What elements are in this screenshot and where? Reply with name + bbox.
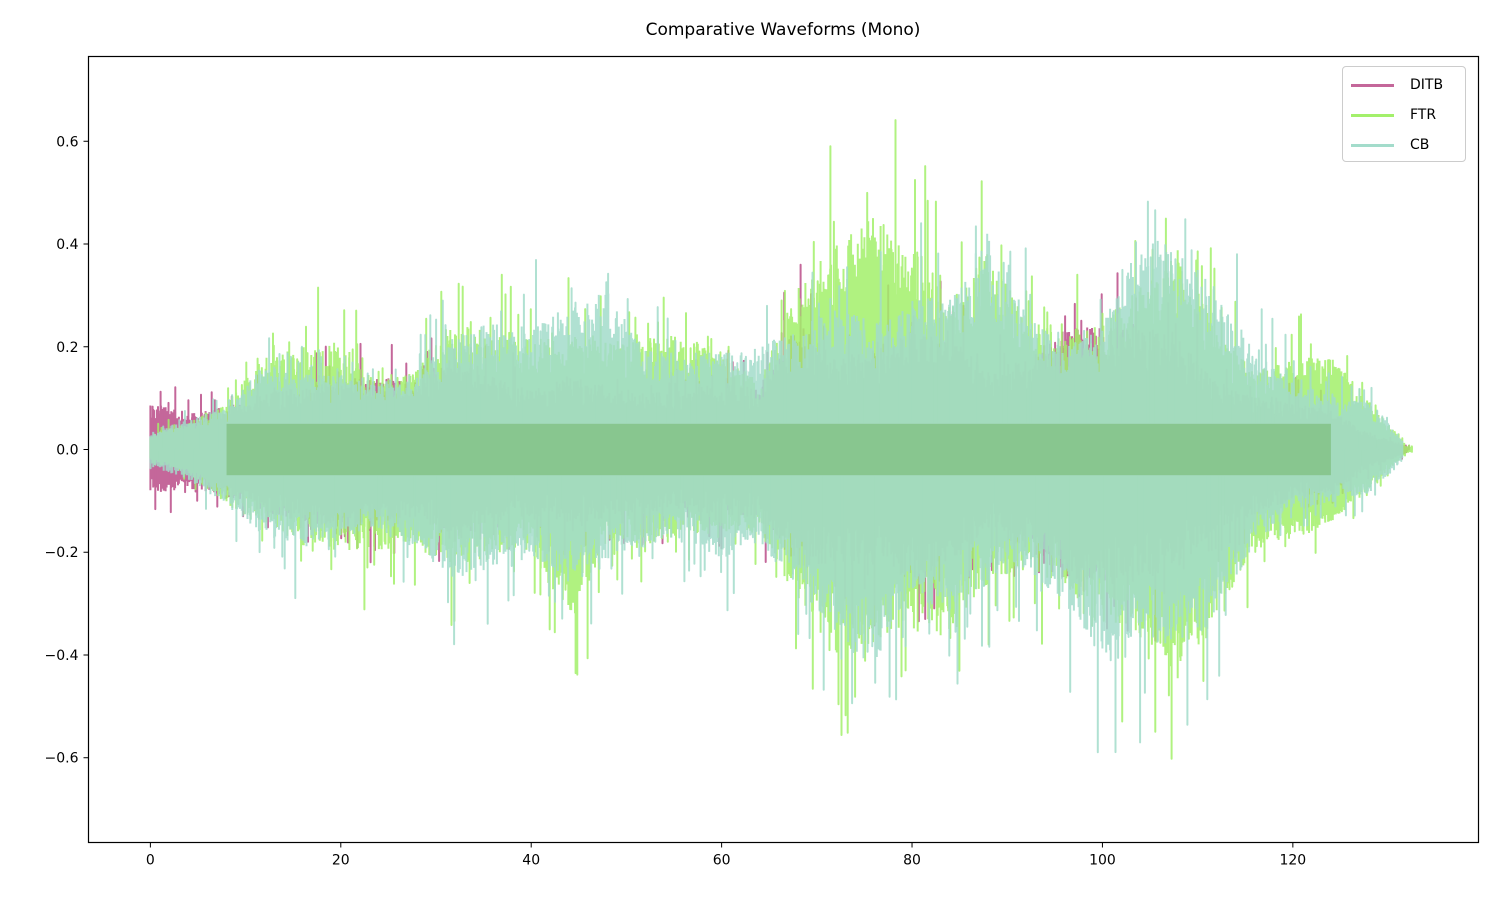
- legend-item-cb: CB: [1351, 135, 1429, 155]
- legend-swatch-ftr: [1351, 113, 1394, 117]
- x-tick-label: 0: [146, 853, 155, 869]
- x-tick-label: 120: [1279, 853, 1306, 869]
- legend-item-ftr: FTR: [1351, 105, 1436, 125]
- y-tick-label: −0.6: [45, 751, 79, 767]
- legend-label-ditb: DITB: [1410, 77, 1444, 93]
- legend-label-cb: CB: [1410, 137, 1430, 153]
- x-tick-label: 100: [1089, 853, 1116, 869]
- x-tick-label: 80: [903, 853, 921, 869]
- chart-title: Comparative Waveforms (Mono): [645, 20, 921, 40]
- waveform-group: [149, 119, 1413, 760]
- legend-item-ditb: DITB: [1351, 75, 1443, 95]
- y-tick-label: −0.2: [45, 545, 79, 561]
- x-tick-label: 40: [522, 853, 540, 869]
- legend: DITB FTR CB: [1342, 66, 1466, 162]
- y-axis-ticks: −0.6 −0.4 −0.2 0.0 0.2 0.4 0.6: [45, 134, 89, 767]
- legend-swatch-cb: [1351, 143, 1394, 147]
- y-tick-label: 0.2: [56, 340, 78, 356]
- legend-swatch-ditb: [1351, 83, 1394, 87]
- x-axis-ticks: 0 20 40 60 80 100 120: [146, 842, 1306, 869]
- y-tick-label: 0.6: [56, 134, 78, 150]
- x-tick-label: 20: [332, 853, 350, 869]
- y-tick-label: 0.0: [56, 443, 78, 459]
- y-tick-label: 0.4: [56, 237, 78, 253]
- x-tick-label: 60: [713, 853, 731, 869]
- legend-label-ftr: FTR: [1410, 107, 1437, 123]
- waveform-overlap-core: [226, 423, 1331, 476]
- y-tick-label: −0.4: [45, 648, 79, 664]
